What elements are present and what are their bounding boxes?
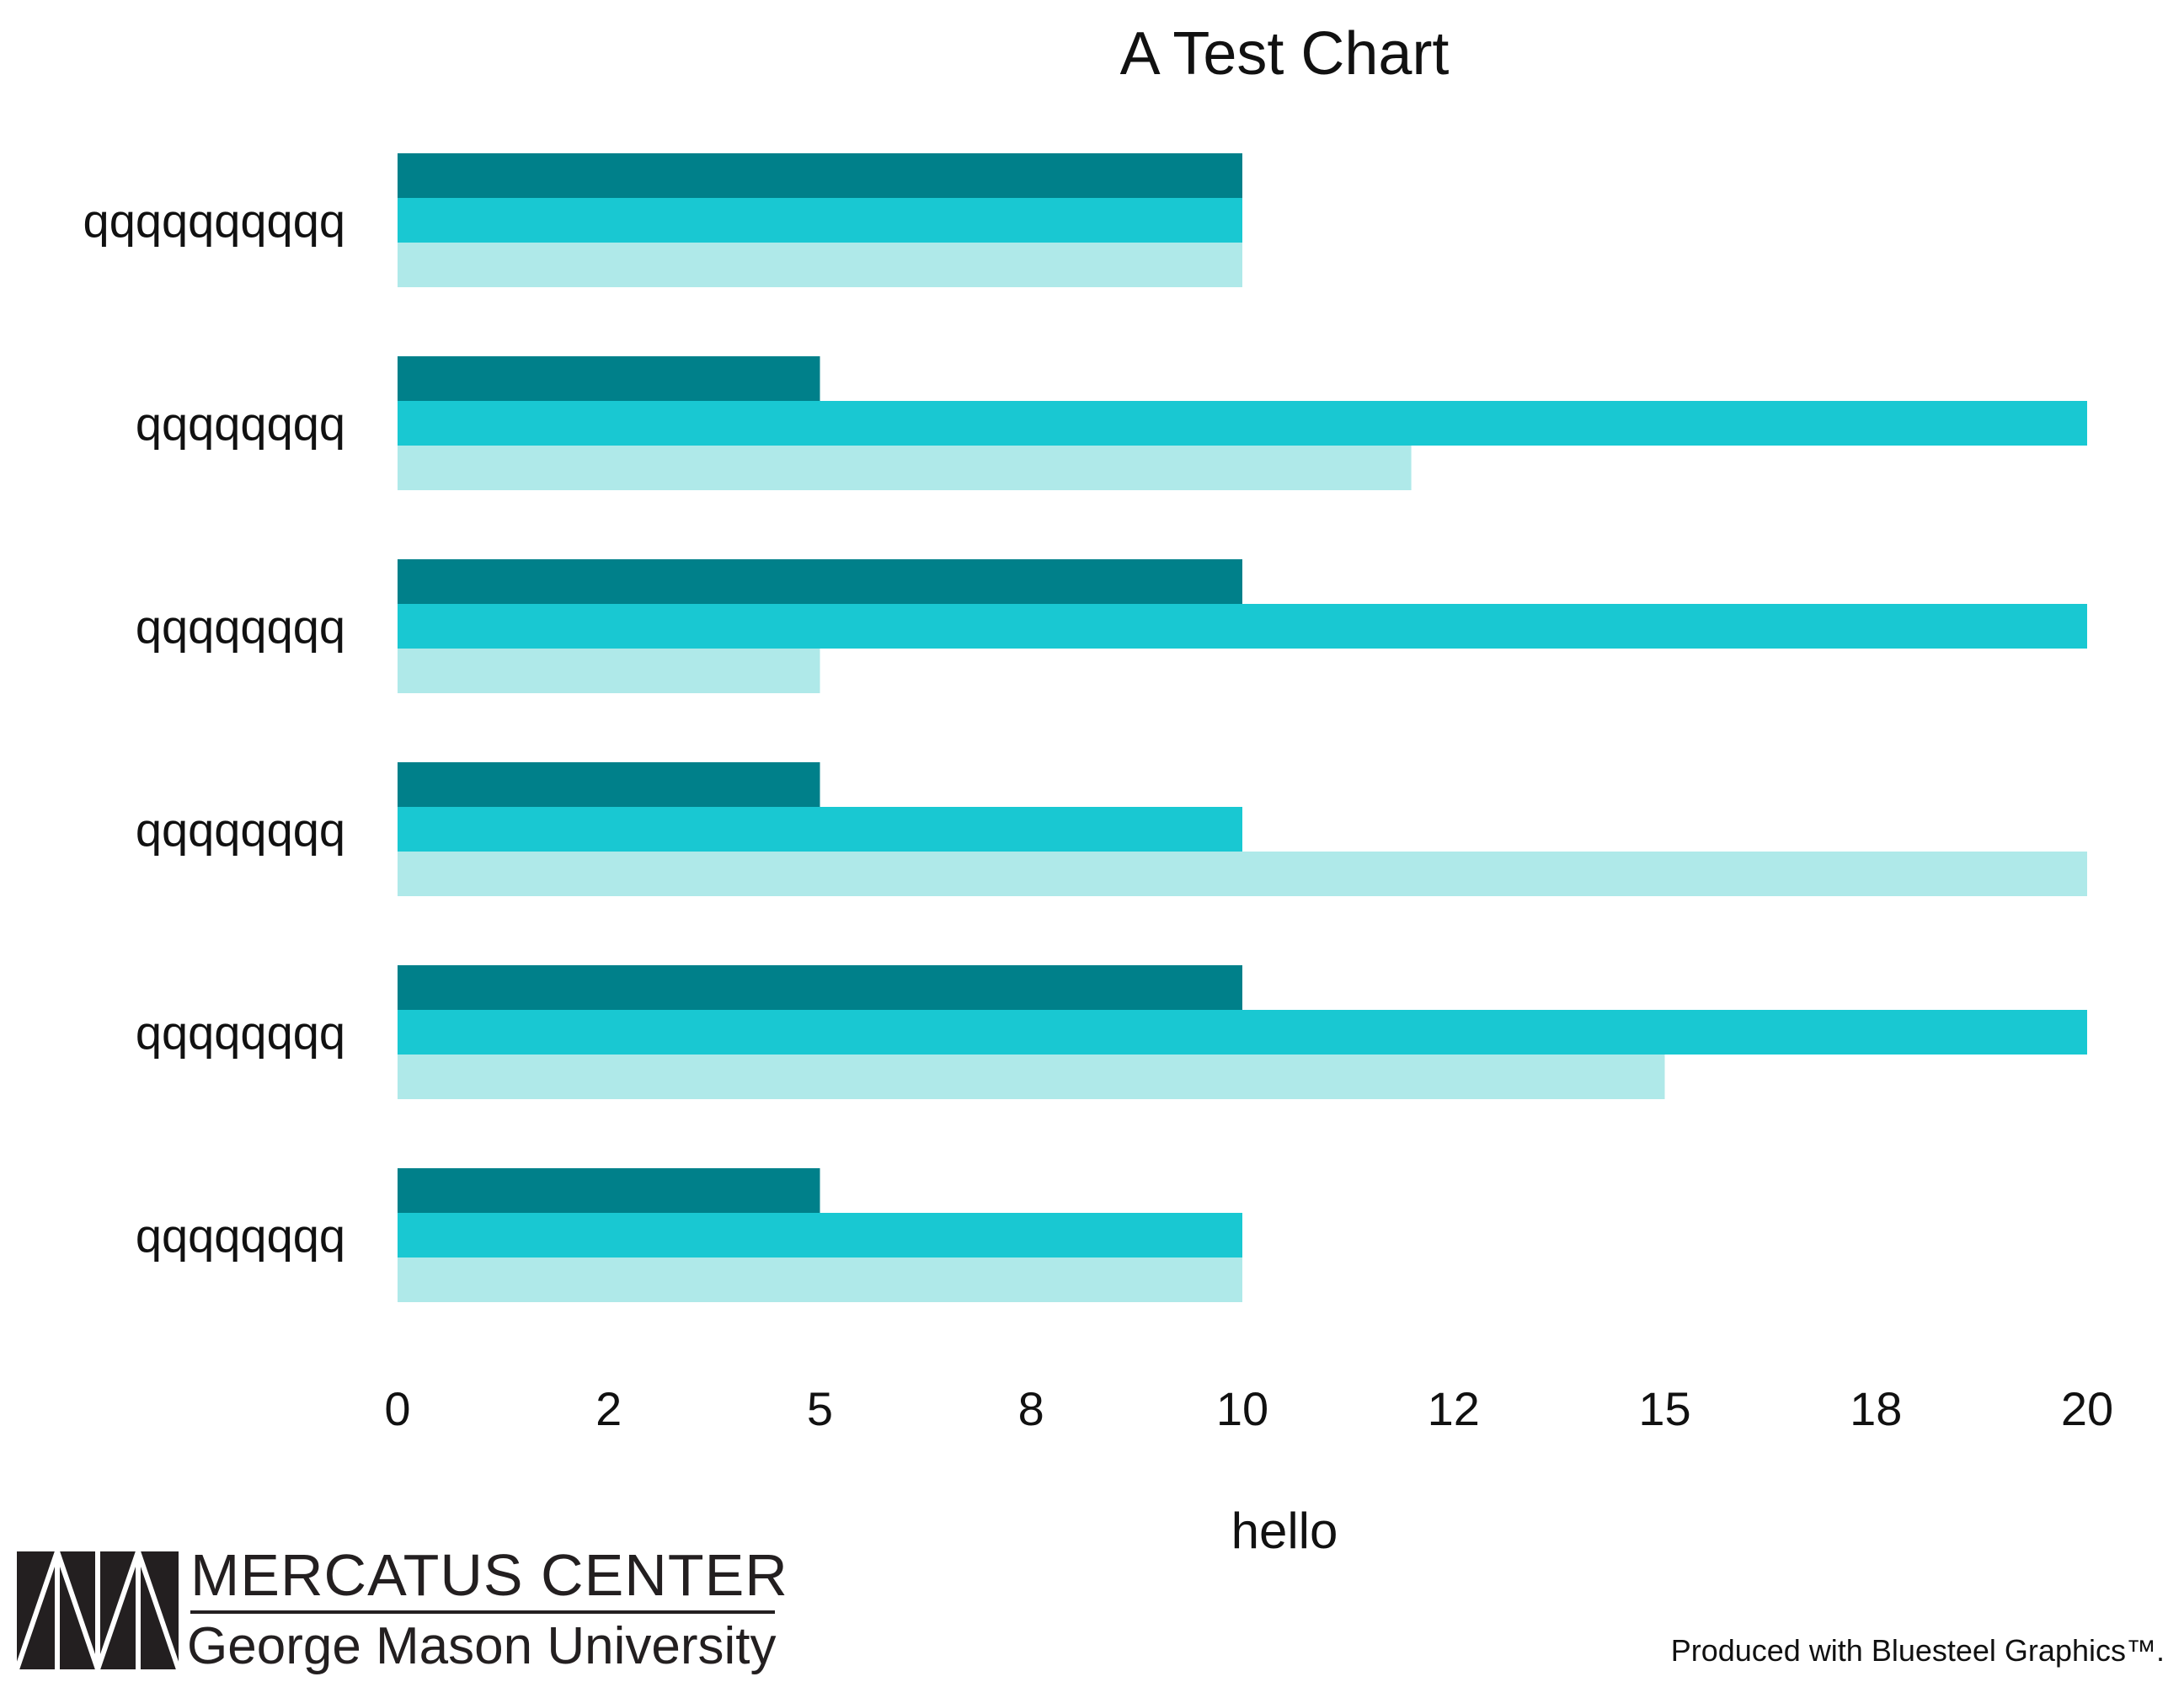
bar-series-2-category-5 — [398, 1010, 2087, 1055]
bar-series-1-category-6 — [398, 1168, 820, 1213]
category-label-4: qqqqqqqq — [136, 804, 345, 857]
x-axis-label: hello — [1231, 1503, 1338, 1559]
category-label-5: qqqqqqqq — [136, 1007, 345, 1060]
category-labels: qqqqqqqqqqqqqqqqqqqqqqqqqqqqqqqqqqqqqqqq… — [83, 195, 345, 1263]
mercatus-logo: MERCATUS CENTER George Mason University — [14, 1542, 788, 1675]
x-tick-label-3: 5 — [807, 1382, 833, 1435]
chart-title: A Test Chart — [1120, 20, 1450, 88]
category-label-2: qqqqqqqq — [136, 398, 345, 451]
bar-series-2-category-1 — [398, 198, 1242, 243]
produced-with-credit: Produced with Bluesteel Graphics™. — [1671, 1633, 2165, 1668]
bars-layer — [398, 153, 2087, 1302]
bar-series-3-category-2 — [398, 446, 1412, 490]
bar-series-3-category-1 — [398, 243, 1242, 287]
x-tick-label-6: 12 — [1428, 1382, 1480, 1435]
x-tick-label-7: 15 — [1638, 1382, 1690, 1435]
x-tick-label-1: 0 — [384, 1382, 410, 1435]
x-tick-label-8: 18 — [1850, 1382, 1902, 1435]
bar-series-3-category-4 — [398, 852, 2087, 896]
bar-series-1-category-2 — [398, 356, 820, 401]
bar-series-2-category-6 — [398, 1213, 1242, 1257]
bar-series-3-category-6 — [398, 1257, 1242, 1302]
bar-series-1-category-3 — [398, 559, 1242, 604]
mercatus-logo-mark — [14, 1551, 181, 1670]
x-tick-label-9: 20 — [2061, 1382, 2113, 1435]
bar-series-2-category-3 — [398, 604, 2087, 649]
bar-series-2-category-4 — [398, 807, 1242, 852]
bar-series-1-category-5 — [398, 965, 1242, 1010]
bar-series-2-category-2 — [398, 401, 2087, 446]
mercatus-logo-university: George Mason University — [187, 1617, 777, 1675]
mercatus-logo-name: MERCATUS CENTER — [190, 1542, 788, 1608]
x-tick-label-5: 10 — [1216, 1382, 1268, 1435]
bar-series-3-category-3 — [398, 649, 820, 693]
bar-series-3-category-5 — [398, 1055, 1665, 1099]
x-tick-labels: 0 2 5 8 10 12 15 18 20 — [384, 1382, 2113, 1435]
category-label-6: qqqqqqqq — [136, 1209, 345, 1263]
bar-series-1-category-1 — [398, 153, 1242, 198]
x-tick-label-2: 2 — [595, 1382, 622, 1435]
x-tick-label-4: 8 — [1018, 1382, 1044, 1435]
bar-series-1-category-4 — [398, 762, 820, 807]
category-label-3: qqqqqqqq — [136, 601, 345, 654]
category-label-1: qqqqqqqqqq — [83, 195, 345, 248]
